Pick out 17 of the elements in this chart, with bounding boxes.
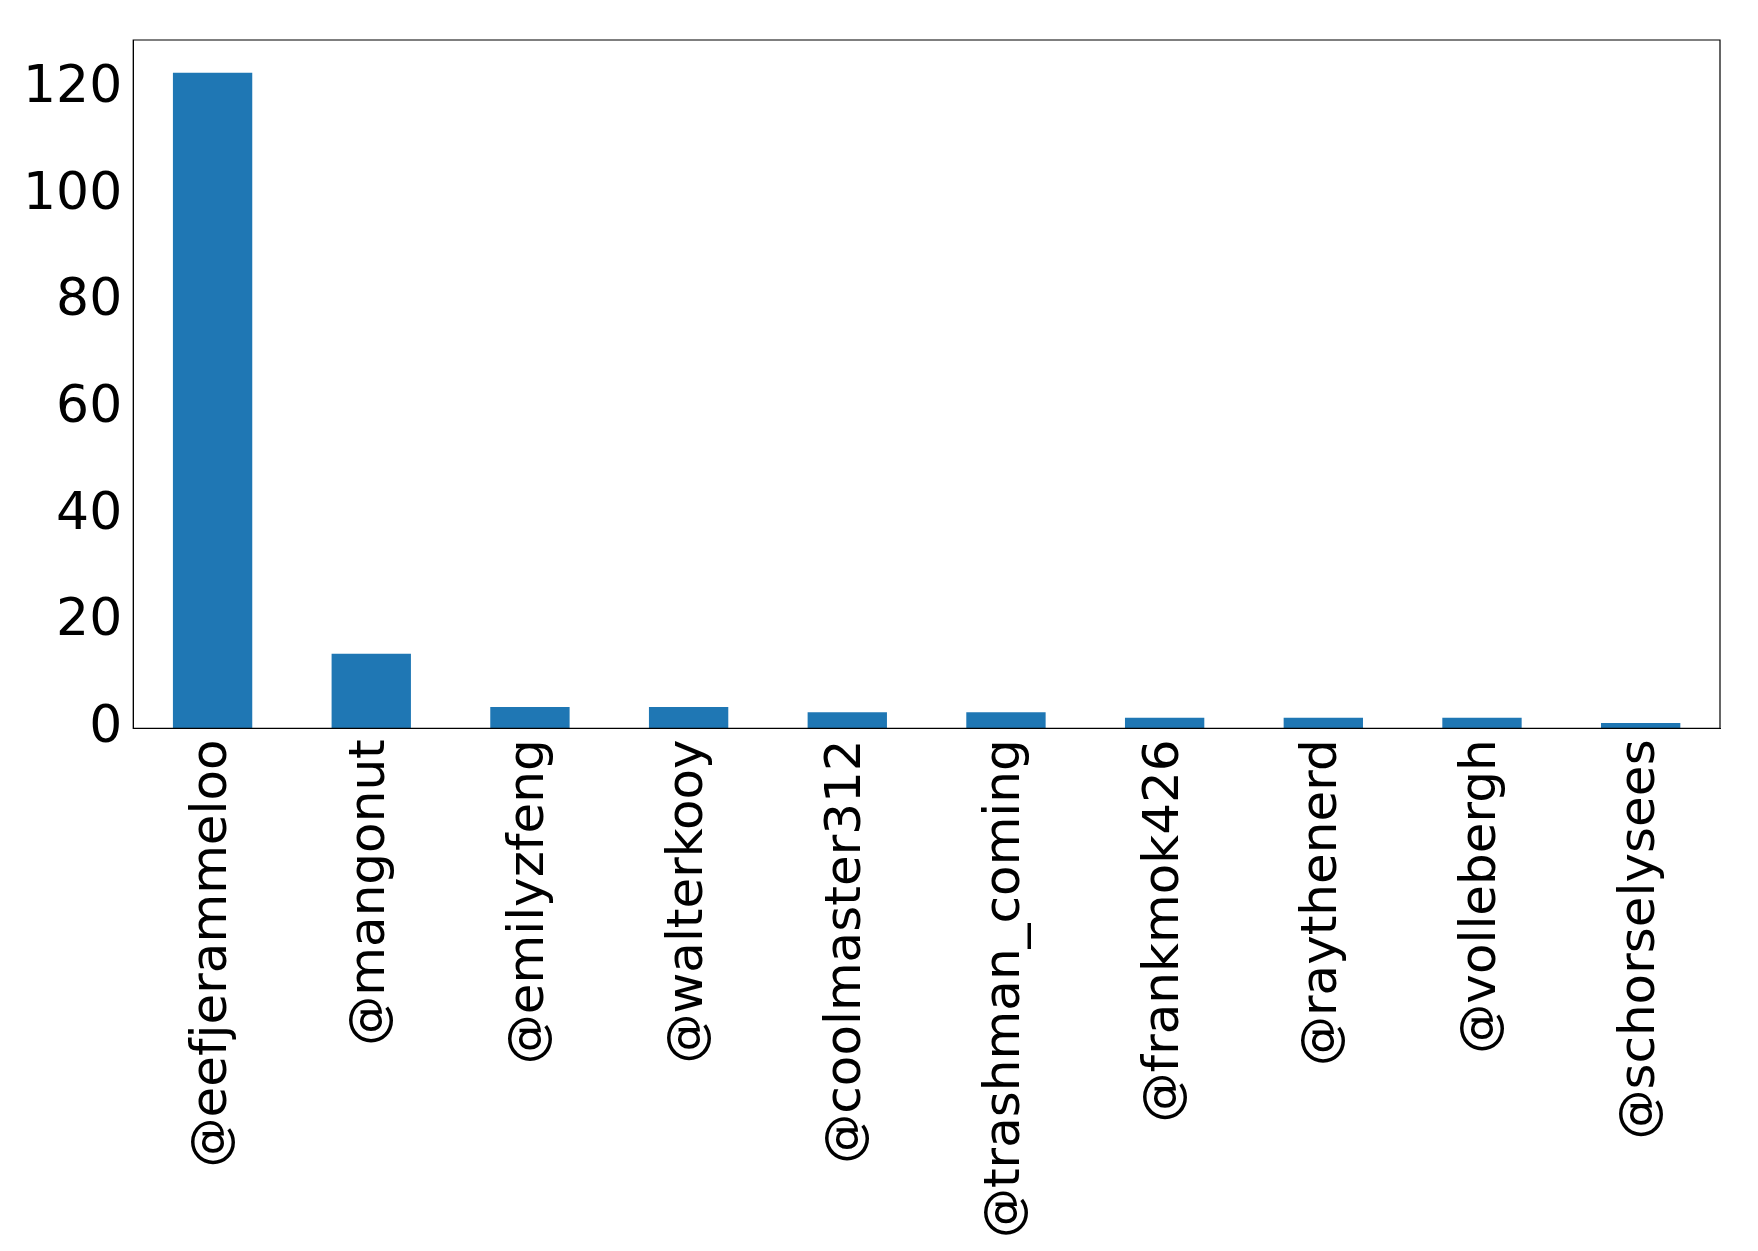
x-tick-label: @eefjerammeloo xyxy=(179,739,238,1168)
x-tick-label: @trashman_coming xyxy=(972,739,1031,1239)
x-tick-label: @mangonut xyxy=(338,739,397,1046)
y-tick-label: 40 xyxy=(56,480,123,541)
y-tick-label: 0 xyxy=(89,693,123,754)
x-tick-label: @emilyzfeng xyxy=(496,739,555,1065)
y-tick-label: 100 xyxy=(22,160,123,221)
y-tick-label: 120 xyxy=(22,54,123,115)
x-tick-label: @frankmok426 xyxy=(1131,739,1190,1123)
y-tick-label: 80 xyxy=(56,267,123,328)
x-tick-label: @walterkooy xyxy=(655,739,714,1064)
x-tick-label: @coolmaster312 xyxy=(814,739,873,1164)
y-tick-label: 60 xyxy=(56,374,123,435)
x-tick-label: @raythenerd xyxy=(1290,739,1349,1067)
x-tick-label: @schorselysees xyxy=(1607,739,1666,1140)
x-tick-label: @vollebergh xyxy=(1448,739,1507,1054)
y-tick-label: 20 xyxy=(56,587,123,648)
